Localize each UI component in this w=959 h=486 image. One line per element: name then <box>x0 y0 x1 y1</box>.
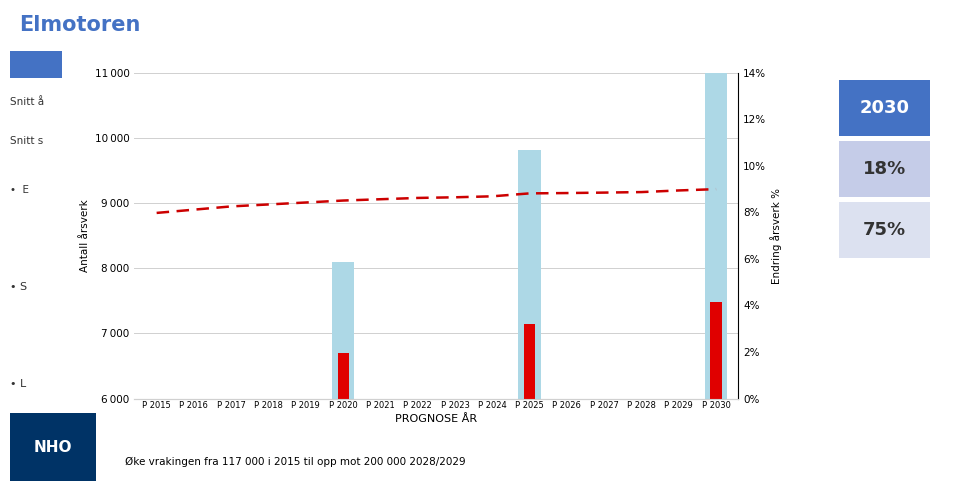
Text: Elmotoren: Elmotoren <box>19 15 141 35</box>
Text: • L: • L <box>10 379 26 389</box>
Bar <box>711 302 722 486</box>
Text: 75%: 75% <box>863 221 906 239</box>
Text: Snitt s: Snitt s <box>10 136 43 146</box>
Bar <box>519 150 541 486</box>
Bar <box>338 353 349 486</box>
Bar <box>524 324 535 486</box>
Text: • S: • S <box>10 282 27 292</box>
Text: NHO: NHO <box>34 440 72 454</box>
Text: Snitt å: Snitt å <box>10 97 44 107</box>
Text: •  E: • E <box>10 185 29 195</box>
Text: 2030: 2030 <box>859 99 910 117</box>
Bar <box>332 262 354 486</box>
Bar <box>705 40 727 486</box>
Y-axis label: Endring årsverk %: Endring årsverk % <box>771 188 783 284</box>
Y-axis label: Antall årsverk: Antall årsverk <box>81 199 90 272</box>
Text: 18%: 18% <box>863 160 906 178</box>
X-axis label: PROGNOSE ÅR: PROGNOSE ÅR <box>395 415 478 424</box>
Text: Øke vrakingen fra 117 000 i 2015 til opp mot 200 000 2028/2029: Øke vrakingen fra 117 000 i 2015 til opp… <box>125 456 465 467</box>
